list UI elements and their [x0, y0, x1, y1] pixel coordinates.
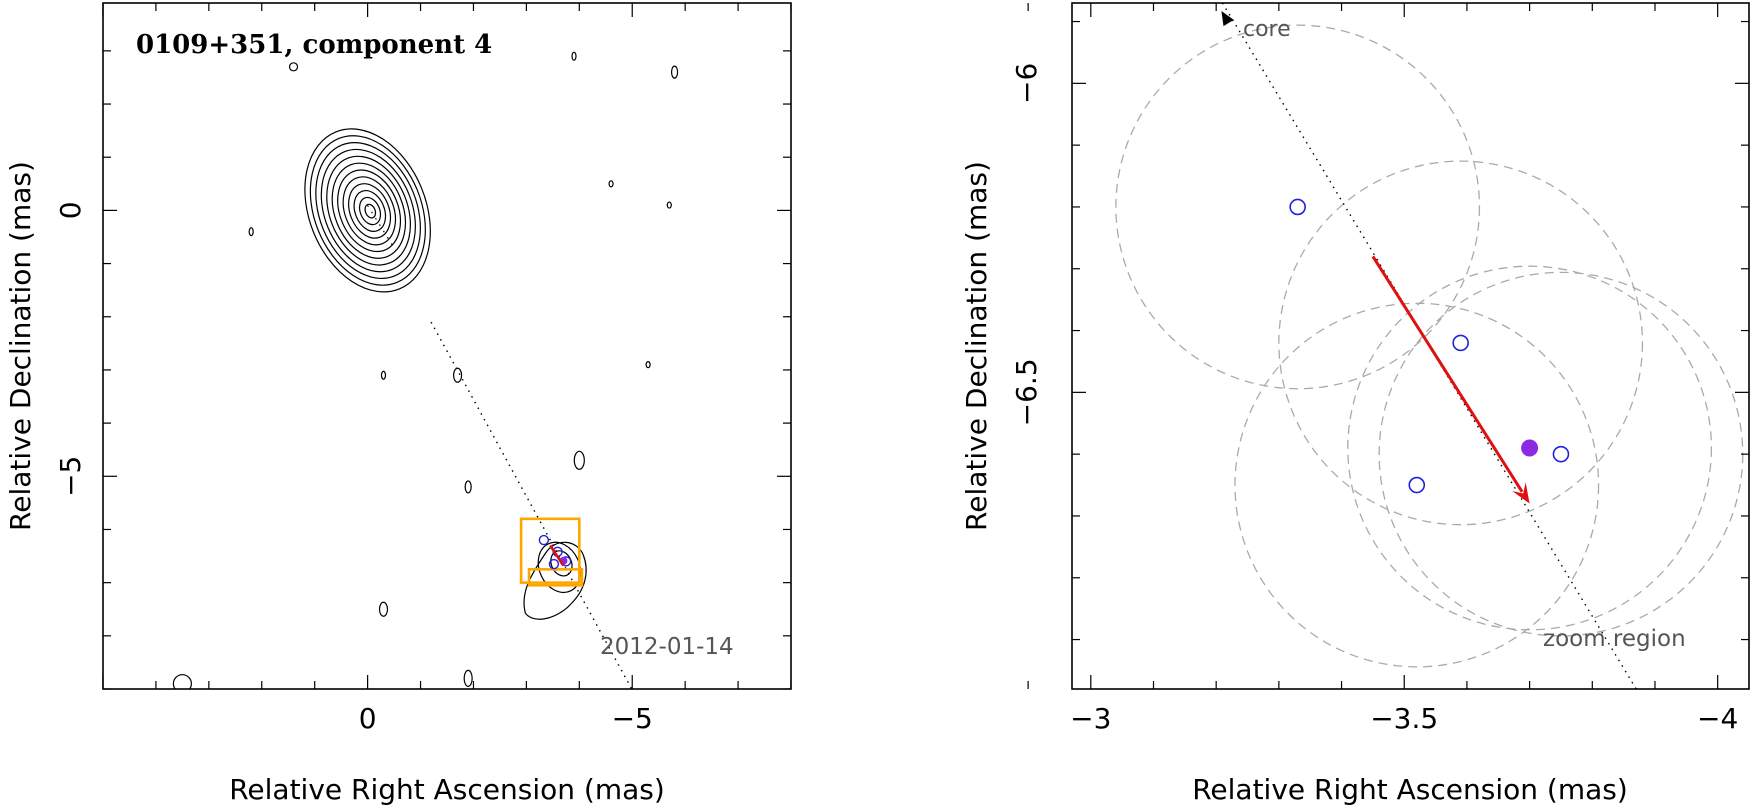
left-x-tick-label: 0	[359, 702, 377, 735]
right-y-tick-label: −6.5	[1010, 358, 1043, 426]
core-contour	[315, 142, 421, 280]
right-plot-area	[1115, 3, 1744, 689]
right-ticks: −3 −3.5 −4 −6 −6.5	[1010, 3, 1749, 735]
left-y-tick-label: 0	[54, 201, 87, 219]
jet-contour-outer	[523, 541, 587, 620]
right-x-tick-label: −3	[1070, 702, 1111, 735]
left-component-open	[538, 534, 550, 546]
noise-contour	[573, 450, 585, 470]
core-contour	[326, 155, 411, 266]
noise-contour	[463, 669, 473, 687]
core-contour	[337, 169, 402, 253]
error-circle	[1278, 160, 1644, 526]
noise-contour	[378, 601, 389, 617]
left-ticks: 0 −5 0 −5	[54, 3, 792, 735]
right-component-filled	[1521, 439, 1539, 457]
left-x-tick-label: −5	[612, 702, 653, 735]
left-title: 0109+351, component 4	[136, 30, 492, 60]
core-direction-arrowhead	[1221, 11, 1234, 27]
right-motion-arrowhead	[1512, 482, 1530, 504]
right-motion-arrow	[1371, 255, 1524, 493]
right-y-tick-label: −6	[1010, 63, 1043, 104]
core-contour	[342, 176, 397, 246]
noise-contour	[670, 65, 679, 79]
core-contour	[358, 196, 382, 226]
left-component-open	[548, 558, 560, 570]
noise-contour	[666, 201, 672, 209]
noise-contour	[172, 674, 192, 689]
noise-contour	[452, 367, 463, 383]
core-contour	[364, 203, 377, 219]
right-component-open	[1289, 198, 1306, 216]
right-component-open	[1552, 445, 1570, 463]
zoom-box	[527, 568, 584, 587]
core-contour	[309, 135, 426, 286]
core-label: core	[1243, 17, 1291, 42]
noise-contour	[645, 361, 651, 369]
core-contour	[320, 148, 416, 273]
left-y-axis-label: Relative Declination (mas)	[4, 161, 37, 531]
left-epoch-label: 2012-01-14	[600, 634, 734, 660]
right-component-open	[1408, 476, 1426, 494]
error-circle	[1115, 24, 1481, 390]
noise-contour	[571, 51, 577, 61]
jet-contour-mid	[537, 541, 582, 594]
noise-contour	[380, 370, 387, 380]
right-x-tick-label: −4	[1697, 702, 1738, 735]
core-contour	[331, 162, 407, 259]
left-plot-area	[172, 51, 679, 689]
noise-contour	[608, 180, 614, 188]
right-component-open	[1452, 334, 1469, 352]
core-contour	[348, 183, 392, 239]
error-circle	[1347, 265, 1713, 631]
right-y-axis-label: Relative Declination (mas)	[960, 161, 993, 531]
left-jet-track	[430, 321, 633, 689]
zoom-box	[519, 517, 581, 584]
left-frame	[102, 2, 792, 690]
error-circle	[1378, 271, 1744, 637]
noise-contour	[288, 62, 299, 72]
left-x-axis-label: Relative Right Ascension (mas)	[229, 773, 665, 806]
right-frame	[1071, 2, 1750, 690]
right-x-axis-label: Relative Right Ascension (mas)	[1192, 773, 1628, 806]
noise-contour	[248, 227, 254, 237]
noise-contour	[464, 480, 472, 494]
core-contour	[353, 189, 387, 232]
left-motion-arrow	[549, 544, 565, 567]
core-contour	[304, 128, 431, 293]
error-circle	[1234, 302, 1600, 668]
zoom-region-label: zoom region	[1543, 626, 1686, 652]
core-ridge	[367, 205, 397, 251]
left-y-tick-label: −5	[54, 456, 87, 497]
right-panel: −3 −3.5 −4 −6 −6.5 core zoom region Relative…	[960, 2, 1750, 806]
left-panel: 0 −50−5 0109+351, component 4 2012-01-14 …	[4, 2, 792, 806]
right-x-tick-label: −3.5	[1370, 702, 1438, 735]
